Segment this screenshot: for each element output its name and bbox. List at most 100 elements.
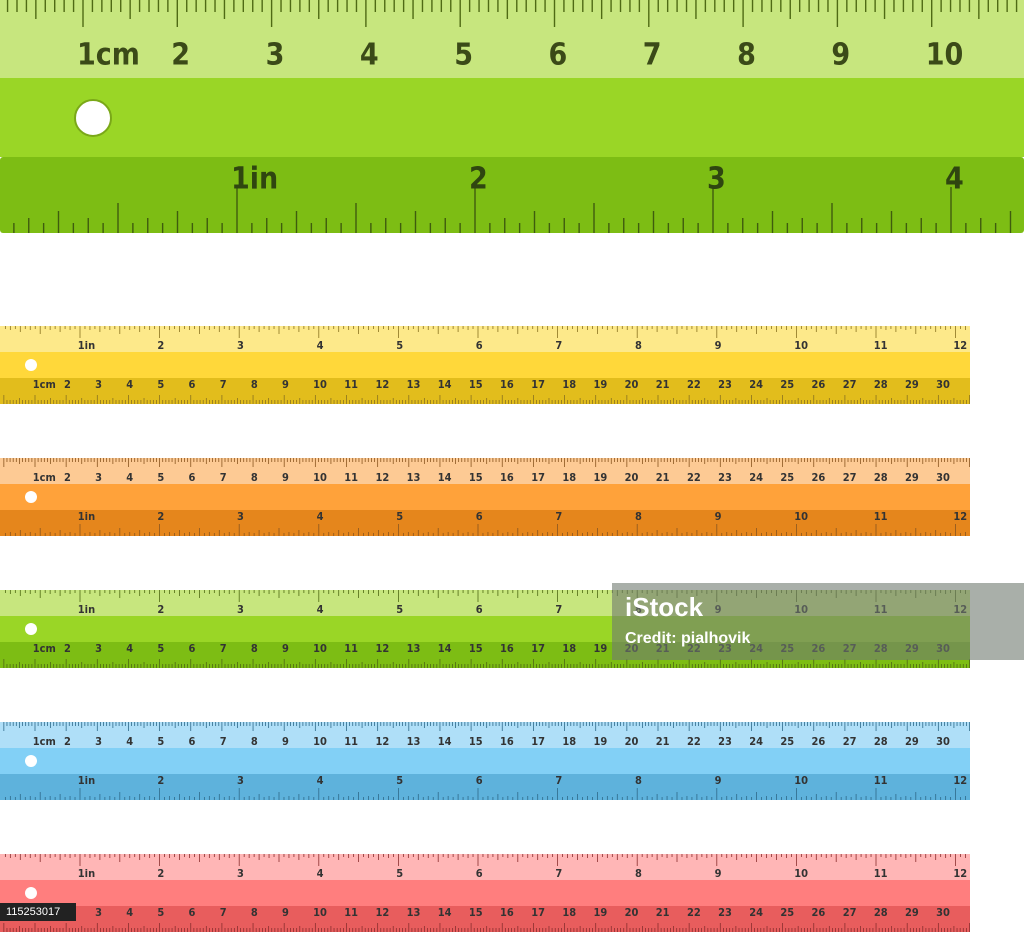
scale-label: 18: [562, 906, 576, 919]
scale-label: 22: [687, 906, 701, 919]
scale-label: 2: [64, 735, 71, 748]
scale-label: 26: [812, 378, 826, 391]
scale-label: 3: [707, 162, 726, 197]
scale-label: 17: [531, 735, 545, 748]
scale-label: 4: [317, 510, 324, 523]
scale-label: 24: [749, 378, 763, 391]
scale-label: 25: [780, 378, 794, 391]
scale-label: 4: [126, 735, 133, 748]
scale-label: 4: [317, 339, 324, 352]
scale-label: 29: [905, 378, 919, 391]
scale-label: 12: [375, 906, 389, 919]
scale-label: 30: [936, 735, 950, 748]
scale-label: 3: [237, 339, 244, 352]
scale-label: 22: [687, 471, 701, 484]
scale-label: 17: [531, 378, 545, 391]
scale-label: 10: [313, 906, 327, 919]
scale-label: 4: [126, 642, 133, 655]
scale-label: 5: [396, 774, 403, 787]
scale-label: 11: [874, 510, 888, 523]
ruler-bottom-band: [0, 378, 970, 404]
watermark-box: [612, 583, 1024, 660]
scale-label: 2: [157, 510, 164, 523]
scale-label: 27: [843, 378, 857, 391]
scale-label: 9: [282, 378, 289, 391]
scale-label: 12: [953, 867, 967, 880]
ruler-top-band: [0, 458, 970, 484]
scale-label: 15: [469, 735, 483, 748]
ruler-mid-band: [0, 484, 970, 510]
scale-label: 2: [64, 642, 71, 655]
scale-label: 1cm: [77, 38, 140, 73]
scale-label: 8: [251, 378, 258, 391]
scale-label: 3: [237, 603, 244, 616]
scale-label: 2: [64, 378, 71, 391]
ruler-hole: [25, 755, 37, 767]
scale-label: 27: [843, 735, 857, 748]
scale-label: 26: [812, 735, 826, 748]
scale-label: 16: [500, 906, 514, 919]
scale-label: 25: [780, 735, 794, 748]
scale-label: 6: [549, 38, 568, 73]
scale-label: 22: [687, 735, 701, 748]
scale-label: 29: [905, 906, 919, 919]
scale-label: 28: [874, 906, 888, 919]
scale-label: 18: [562, 642, 576, 655]
scale-label: 24: [749, 735, 763, 748]
scale-label: 5: [396, 603, 403, 616]
scale-label: 9: [831, 38, 850, 73]
scale-label: 3: [95, 471, 102, 484]
scale-label: 12: [953, 774, 967, 787]
scale-label: 1in: [78, 510, 95, 523]
scale-label: 21: [656, 378, 670, 391]
scale-label: 1in: [231, 162, 278, 197]
scale-label: 4: [360, 38, 379, 73]
scale-label: 16: [500, 642, 514, 655]
scale-label: 18: [562, 378, 576, 391]
scale-label: 16: [500, 735, 514, 748]
scale-label: 26: [812, 906, 826, 919]
scale-label: 5: [396, 339, 403, 352]
scale-label: 8: [635, 510, 642, 523]
scale-label: 29: [905, 471, 919, 484]
scale-label: 10: [794, 510, 808, 523]
ruler-bottom-band: [0, 774, 970, 800]
scale-label: 11: [344, 378, 358, 391]
scale-label: 15: [469, 471, 483, 484]
scale-label: 7: [555, 867, 562, 880]
scale-label: 23: [718, 378, 732, 391]
scale-label: 19: [594, 471, 608, 484]
scale-label: 7: [555, 510, 562, 523]
scale-label: 8: [737, 38, 756, 73]
scale-label: 12: [953, 339, 967, 352]
scale-label: 9: [282, 642, 289, 655]
scale-label: 26: [812, 471, 826, 484]
scale-label: 2: [469, 162, 488, 197]
scale-label: 7: [555, 774, 562, 787]
scale-label: 5: [454, 38, 473, 73]
scale-label: 7: [643, 38, 662, 73]
scale-label: 4: [317, 603, 324, 616]
scale-label: 6: [476, 510, 483, 523]
scale-label: 3: [95, 906, 102, 919]
scale-label: 9: [715, 339, 722, 352]
scale-label: 4: [945, 162, 964, 197]
scale-label: 15: [469, 378, 483, 391]
scale-label: 12: [953, 510, 967, 523]
scale-label: 3: [266, 38, 285, 73]
scale-label: 3: [237, 867, 244, 880]
tick-group: [4, 524, 966, 536]
scale-label: 1in: [78, 603, 95, 616]
scale-label: 13: [407, 378, 421, 391]
scale-label: 2: [157, 867, 164, 880]
scale-label: 4: [126, 378, 133, 391]
scale-label: 7: [220, 642, 227, 655]
scale-label: 28: [874, 471, 888, 484]
ruler-hole: [25, 887, 37, 899]
scale-label: 14: [438, 906, 452, 919]
ruler-top-band: [0, 326, 970, 352]
scale-label: 21: [656, 471, 670, 484]
scale-label: 4: [317, 867, 324, 880]
scale-label: 4: [317, 774, 324, 787]
scale-label: 10: [794, 867, 808, 880]
